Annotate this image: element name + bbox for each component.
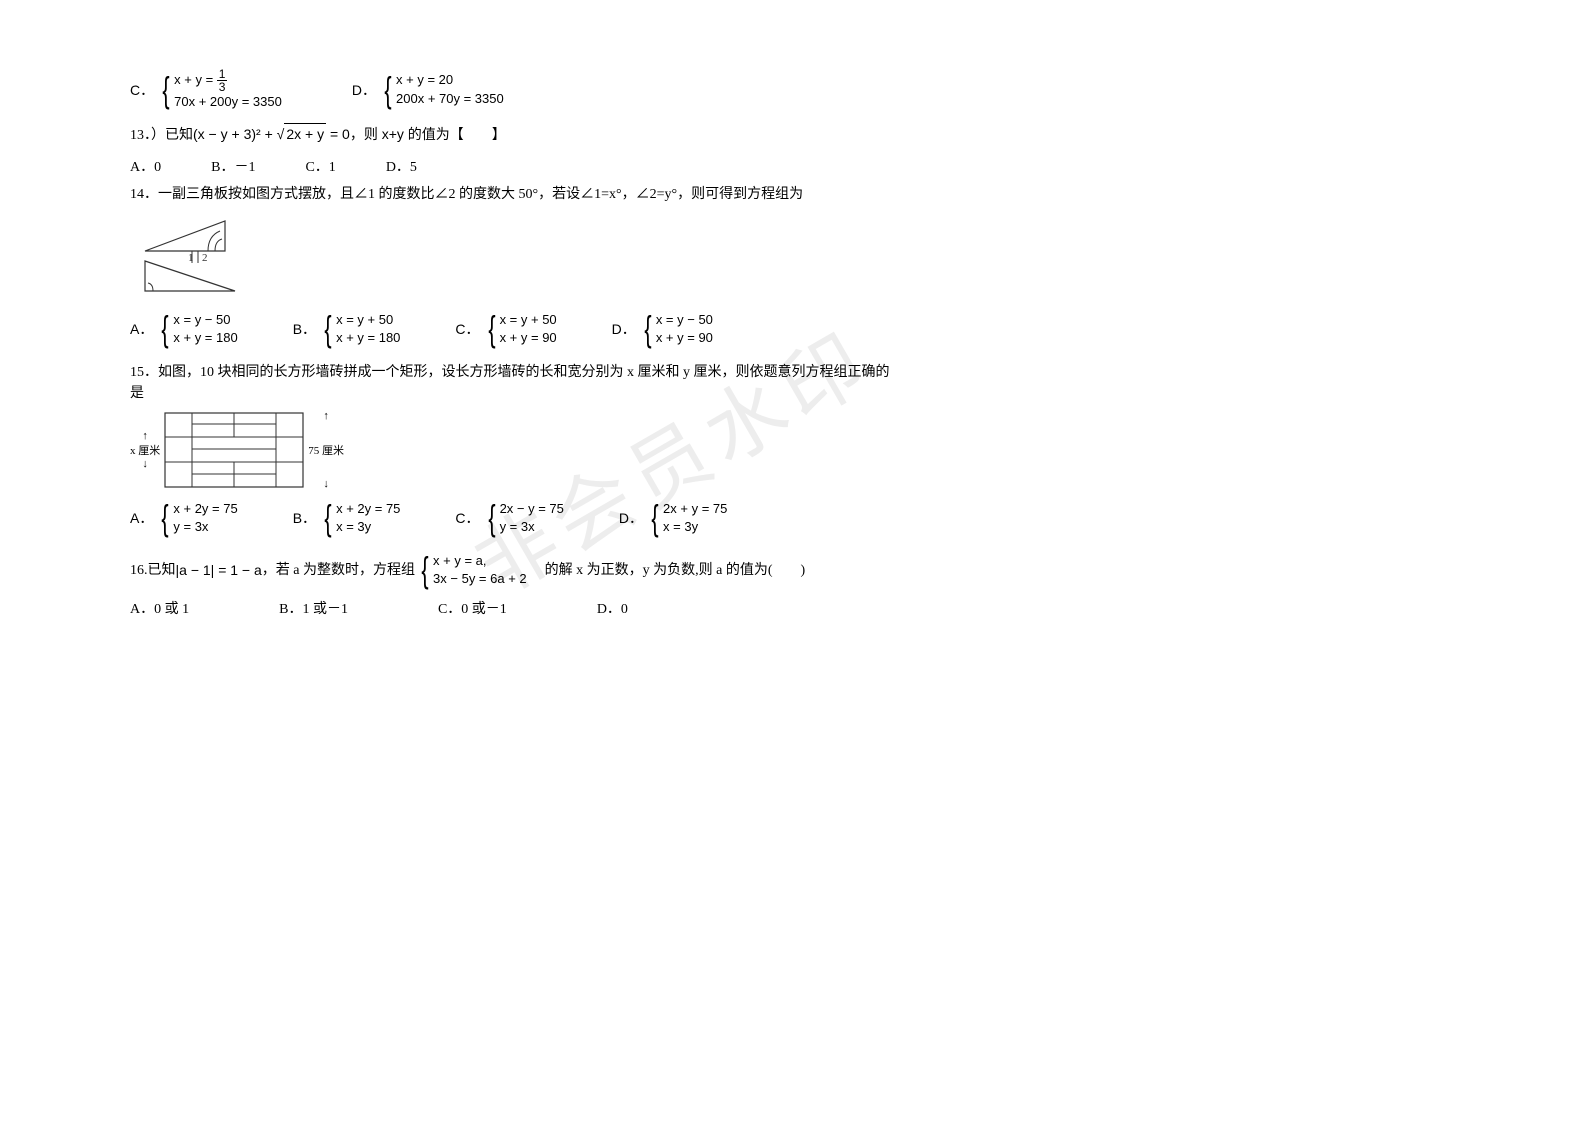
opt-label: D．: [352, 80, 376, 100]
opt-label: B．: [293, 319, 316, 339]
q14-diagram: 1 2: [130, 211, 1457, 301]
q-text: 13．）已知: [130, 128, 193, 143]
eq-line: x + y = 90: [500, 329, 557, 347]
eq-line: x = 3y: [663, 518, 727, 536]
brace-icon: {: [162, 500, 169, 536]
q14-option-c: C． { x = y + 50x + y = 90: [455, 311, 556, 347]
eq-line: y = 3x: [173, 518, 237, 536]
q15-diagram: ↑ x 厘米 ↓ ↑ 75 厘米 ↓: [130, 410, 1457, 490]
q-text: ，若 a 为整数时，方程组: [262, 560, 415, 581]
q15-stem: 15．如图，10 块相同的长方形墙砖拼成一个矩形，设长方形墙砖的长和宽分别为 x…: [130, 362, 900, 404]
eq-line: x = y + 50: [500, 311, 557, 329]
arrow-up-icon: ↑: [142, 430, 148, 442]
x-label: x 厘米: [130, 442, 160, 458]
q15-option-b: B． { x + 2y = 75x = 3y: [293, 500, 401, 536]
opt-label: C．: [455, 508, 479, 528]
q16-option-d: D．0: [597, 598, 628, 618]
eq-line: x + y = 90: [656, 329, 713, 347]
eq-line: x = 3y: [336, 518, 400, 536]
q16-stem: 16.已知 |a − 1| = 1 − a ，若 a 为整数时，方程组 { x …: [130, 552, 1457, 588]
q16-options: A．0 或 1 B．1 或－1 C．0 或－1 D．0: [130, 598, 1457, 618]
opt-label: B．: [293, 508, 316, 528]
q15-options: A． {x + 2y = 75y = 3x B． {x + 2y = 75x =…: [130, 500, 1457, 536]
eq-line: x = y − 50: [656, 311, 713, 329]
opt-label: C．: [455, 319, 479, 339]
abs-expr: |a − 1| = 1 − a: [176, 560, 262, 581]
q14-stem: 14．一副三角板按如图方式摆放，且∠1 的度数比∠2 的度数大 50°，若设∠1…: [130, 184, 890, 205]
eq-line: x + y = 13: [174, 68, 282, 93]
eq-line: x + y = 180: [173, 329, 237, 347]
q13-option-d: D．5: [386, 156, 417, 176]
eq-line: x = y + 50: [336, 311, 400, 329]
brace-icon: {: [324, 500, 331, 536]
q12-option-d: D． { x + y = 20 200x + 70y = 3350: [352, 71, 504, 107]
q15-option-a: A． {x + 2y = 75y = 3x: [130, 500, 238, 536]
brace-icon: {: [421, 552, 428, 588]
q16-option-c: C．0 或－1: [438, 598, 507, 618]
height-label: 75 厘米: [308, 442, 344, 458]
brace-icon: {: [488, 500, 495, 536]
brick-diagram-icon: [164, 412, 304, 488]
angle-label-2: 2: [202, 252, 208, 264]
arrow-down-icon: ↓: [323, 478, 329, 490]
opt-label: A．: [130, 508, 153, 528]
math-expr: (x − y + 3)² +: [193, 126, 277, 142]
eq-line: x + 2y = 75: [336, 500, 400, 518]
sqrt-inner: 2x + y: [284, 123, 326, 145]
q-text: 的解 x 为正数，y 为负数,则 a 的值为( ): [531, 560, 806, 581]
brace-icon: {: [488, 311, 495, 347]
q14-option-a: A． {x = y − 50x + y = 180: [130, 311, 238, 347]
opt-label: D．: [619, 508, 643, 528]
eq-line: x + 2y = 75: [173, 500, 237, 518]
brace-icon: {: [163, 72, 170, 108]
arrow-down-icon: ↓: [142, 458, 148, 470]
eq-line: 2x − y = 75: [500, 500, 564, 518]
q13-stem: 13．）已知(x − y + 3)² + √2x + y = 0，则 x+y 的…: [130, 123, 1457, 146]
document-content: C． { x + y = 13 70x + 200y = 3350 D． { x…: [130, 68, 1457, 618]
q14-option-b: B． { x = y + 50x + y = 180: [293, 311, 401, 347]
opt-label: C．: [130, 80, 154, 100]
eq-line: 200x + 70y = 3350: [396, 90, 504, 108]
q-text: 16.已知: [130, 560, 176, 581]
brace-icon: {: [651, 500, 658, 536]
q14-options: A． {x = y − 50x + y = 180 B． {x = y + 50…: [130, 311, 1457, 347]
eq-line: x + y = a,: [433, 552, 527, 570]
q-text: = 0，则 x+y 的值为【 】: [326, 126, 506, 142]
eq-line: y = 3x: [500, 518, 564, 536]
angle-label-1: 1: [188, 252, 194, 264]
eq-line: x + y = 20: [396, 71, 504, 89]
eq-line: 2x + y = 75: [663, 500, 727, 518]
brace-icon: {: [324, 311, 331, 347]
q13-option-c: C．1: [305, 156, 335, 176]
q16-option-a: A．0 或 1: [130, 598, 189, 618]
eq-line: 3x − 5y = 6a + 2: [433, 570, 527, 588]
q15-option-d: D． {2x + y = 75x = 3y: [619, 500, 727, 536]
eq-line: x = y − 50: [173, 311, 237, 329]
q13-option-a: A．0: [130, 156, 161, 176]
q14-option-d: D． { x = y − 50x + y = 90: [612, 311, 713, 347]
q12-options-cd: C． { x + y = 13 70x + 200y = 3350 D． { x…: [130, 68, 1457, 111]
q13-option-b: B．－1: [211, 156, 255, 176]
arrow-up-icon: ↑: [323, 410, 329, 422]
eq-line: 70x + 200y = 3350: [174, 93, 282, 111]
opt-label: A．: [130, 319, 153, 339]
eq-text: x + y =: [174, 72, 217, 87]
brace-icon: {: [384, 72, 391, 108]
triangle-diagram-icon: 1 2: [130, 211, 250, 301]
opt-label: D．: [612, 319, 636, 339]
q13-options: A．0 B．－1 C．1 D．5: [130, 156, 1457, 176]
q12-option-c: C． { x + y = 13 70x + 200y = 3350: [130, 68, 282, 111]
frac-den: 3: [217, 81, 228, 93]
q16-option-b: B．1 或－1: [279, 598, 348, 618]
eq-line: x + y = 180: [336, 329, 400, 347]
brace-icon: {: [644, 311, 651, 347]
q15-option-c: C． {2x − y = 75y = 3x: [455, 500, 563, 536]
brace-icon: {: [162, 311, 169, 347]
